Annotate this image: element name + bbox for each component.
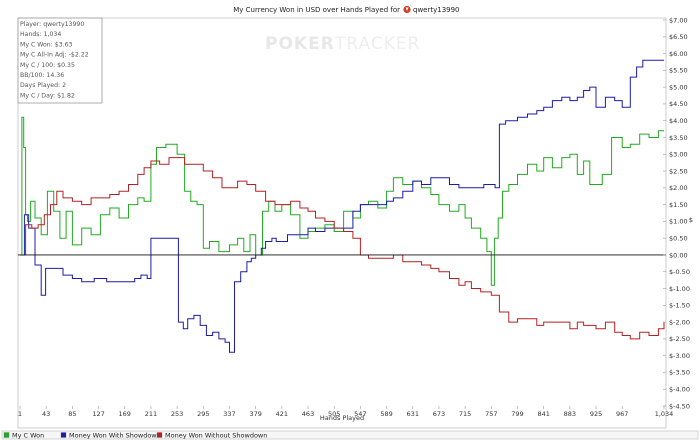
watermark: POKER TRACKER <box>265 34 420 54</box>
x-tick-label: 169 <box>119 410 131 418</box>
series-line-1 <box>20 116 664 286</box>
legend-swatch <box>60 432 67 438</box>
player-flag-icon <box>403 5 411 14</box>
x-tick-label: 589 <box>380 410 392 418</box>
legend-swatch <box>3 432 10 438</box>
y-tick-label: $1.00 <box>669 218 688 226</box>
stats-line: My C All-In Adj: -$2.22 <box>20 52 89 59</box>
series-line-2 <box>20 59 664 353</box>
x-tick-label: 127 <box>92 410 104 418</box>
y-tick-label: $1.50 <box>669 201 688 209</box>
y-axis-label: $ <box>689 216 693 224</box>
x-tick-label: 799 <box>511 410 523 418</box>
y-tick-label: $-0.50 <box>669 268 690 276</box>
x-tick-label: 85 <box>68 410 76 418</box>
x-tick-label: 379 <box>249 410 261 418</box>
y-tick-label: $-4.50 <box>669 402 690 410</box>
series-line-3 <box>20 157 665 340</box>
stats-line: BB/100: 14.36 <box>20 72 64 79</box>
x-tick-label: 463 <box>302 410 314 418</box>
x-tick-label: 967 <box>616 410 628 418</box>
x-axis: 1 43 85 127 169 211 253 295 337 379 421 463 505 547 58… <box>18 406 673 418</box>
y-tick-label: $3.00 <box>669 151 688 159</box>
series-layer <box>20 59 665 353</box>
x-axis-label: Hands Played <box>320 414 364 422</box>
y-tick-label: $-3.00 <box>669 352 690 360</box>
x-tick-label: 211 <box>145 410 157 418</box>
y-tick-label: $6.50 <box>669 33 688 41</box>
chart-title: My Currency Won in USD over Hands Played… <box>233 6 400 14</box>
y-axis: $7.00 $6.50 $6.00 $5.50 $5.00 $4.50 $4.00 $3.50… <box>663 16 690 410</box>
y-tick-label: $0.00 <box>669 251 688 259</box>
legend-label: Money Won Without Showdown <box>165 432 267 440</box>
x-tick-label: 1 <box>18 410 22 418</box>
y-tick-label: $-1.00 <box>669 285 690 293</box>
y-tick-label: $2.50 <box>669 167 688 175</box>
stats-line: Hands: 1,034 <box>20 31 61 38</box>
x-tick-label: 673 <box>433 410 445 418</box>
plot-frame <box>17 17 667 429</box>
y-tick-label: $-2.50 <box>669 335 690 343</box>
x-tick-label: 253 <box>171 410 183 418</box>
stats-line: My C Won: $3.63 <box>20 41 73 48</box>
y-tick-label: $5.50 <box>669 67 688 75</box>
stats-box-frame <box>17 17 103 104</box>
y-tick-label: $-2.00 <box>669 318 690 326</box>
x-tick-label: 421 <box>276 410 288 418</box>
chart-title-player: qwerty13990 <box>413 6 460 14</box>
stats-line: Player: qwerty13990 <box>20 21 84 28</box>
x-tick-label: 757 <box>485 410 497 418</box>
y-tick-label: $7.00 <box>669 16 688 24</box>
x-tick-label: 43 <box>42 410 50 418</box>
y-tick-label: $-1.50 <box>669 302 690 310</box>
y-tick-label: $3.50 <box>669 134 688 142</box>
x-tick-label: 337 <box>223 410 235 418</box>
legend-label: My C Won <box>12 432 44 440</box>
stats-line: My C / Day: $1.82 <box>20 92 75 99</box>
y-tick-label: $5.00 <box>669 83 688 91</box>
watermark-part-b: TRACKER <box>334 34 420 54</box>
x-tick-label: 1,034 <box>655 410 674 418</box>
y-tick-label: $-4.00 <box>669 386 690 394</box>
legend: My C Won Money Won With Showdown Money Won… <box>1 430 699 440</box>
y-tick-label: $-3.50 <box>669 369 690 377</box>
x-tick-label: 631 <box>407 410 419 418</box>
y-tick-label: $0.50 <box>669 234 688 242</box>
watermark-part-a: POKER <box>265 34 335 54</box>
legend-swatch <box>156 432 163 438</box>
x-tick-label: 883 <box>564 410 576 418</box>
y-tick-label: $4.50 <box>669 100 688 108</box>
stats-box: Player: qwerty13990 Hands: 1,034 My C Won:… <box>17 17 103 104</box>
x-tick-label: 841 <box>537 410 549 418</box>
x-tick-label: 505 <box>328 410 340 418</box>
legend-frame <box>1 430 699 440</box>
y-tick-label: $2.00 <box>669 184 688 192</box>
x-tick-label: 925 <box>590 410 602 418</box>
y-tick-label: $6.00 <box>669 50 688 58</box>
y-tick-label: $4.00 <box>669 117 688 125</box>
x-tick-label: 547 <box>354 410 366 418</box>
legend-label: Money Won With Showdown <box>69 432 161 440</box>
x-tick-label: 715 <box>459 410 471 418</box>
x-tick-label: 295 <box>197 410 209 418</box>
stats-line: Days Played: 2 <box>20 82 66 89</box>
stats-line: My C / 100: $0.35 <box>20 62 75 69</box>
